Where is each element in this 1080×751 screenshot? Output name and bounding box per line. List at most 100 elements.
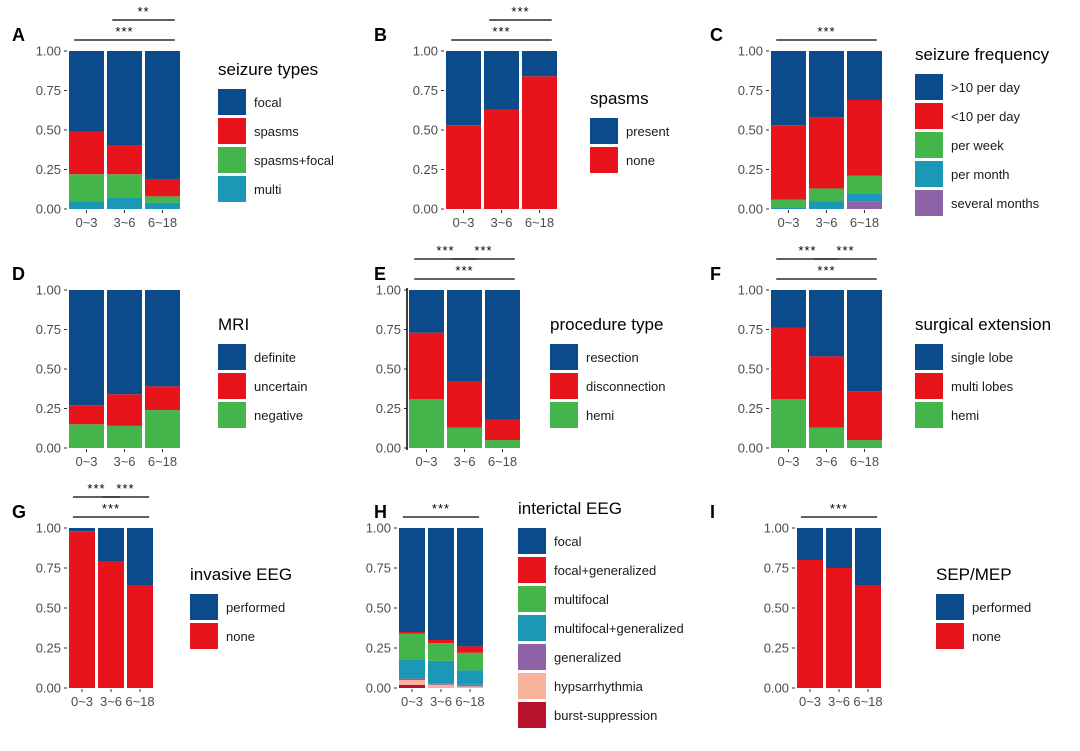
legend-item: multifocal: [554, 592, 609, 607]
x-tick-label: 6~18: [850, 454, 879, 469]
y-tick-label: 0.00: [413, 202, 438, 217]
legend-item: >10 per day: [951, 80, 1021, 95]
bar-segment-multi: [107, 197, 142, 209]
x-tick-label: 3~6: [815, 215, 837, 230]
bar-segment-none: [826, 568, 852, 688]
significance-label: ***: [817, 263, 835, 278]
legend-item: per week: [951, 138, 1004, 153]
panel-i: I 0.00 0.25 0.50 0.75 1.00 0~3 3~6 6~18 *** SEP/ME…: [710, 501, 1031, 709]
y-tick-label: 0.50: [738, 362, 763, 377]
bar-segment-hemi: [447, 427, 482, 448]
panel-f: F0.000.250.500.751.000~3 3~6 6~18****** ***…: [710, 243, 1051, 469]
panel-g: G 0.00 0.25 0.50 0.75 1.00 0~3 3~6 6~18 *** *** ***…: [12, 481, 292, 709]
legend-key: [936, 623, 964, 649]
legend-key: [218, 89, 246, 115]
x-tick-label: 6~18: [148, 454, 177, 469]
panel-h: H 0.00 0.25 0.50 0.75 1.00 0~3 3~6 6~18 *** interi…: [366, 499, 684, 728]
bar-segment-spasms: [69, 131, 104, 175]
bar-segment-hypsarrhythmia: [457, 686, 483, 688]
bar-segment-spasms: [107, 145, 142, 175]
bar-segment-disconnection: [485, 419, 520, 441]
bar-segment-present: [484, 51, 519, 110]
legend-key: [190, 594, 218, 620]
significance-label: ***: [492, 24, 510, 39]
y-tick-label: 0.00: [738, 441, 763, 456]
bar-segment-negative: [145, 410, 180, 448]
bar-segment-several-months: [847, 201, 882, 209]
significance-label: ***: [817, 24, 835, 39]
panel-e: E0.000.250.500.751.000~3 3~6 6~18****** ***…: [374, 243, 666, 469]
bar-segment-focal: [399, 528, 425, 632]
x-tick-label: 6~18: [488, 454, 517, 469]
y-tick-label: 1.00: [366, 521, 391, 536]
legend-item: disconnection: [586, 379, 666, 394]
legend-item: performed: [226, 600, 285, 615]
legend-title: interictal EEG: [518, 499, 622, 518]
y-tick-label: 0.50: [36, 601, 61, 616]
legend-item: hemi: [586, 408, 614, 423]
legend-title: procedure type: [550, 315, 663, 334]
y-tick-label: 0.75: [366, 561, 391, 576]
legend-item: hemi: [951, 408, 979, 423]
bar-segment-multi: [145, 202, 180, 209]
y-tick-label: 0.50: [36, 362, 61, 377]
y-tick-label: 1.00: [36, 283, 61, 298]
bar-segment-hemi: [809, 427, 844, 448]
panel-label: H: [374, 502, 387, 522]
bar-segment--10-per-day: [847, 99, 882, 176]
bar-segment-multi-lobes: [771, 327, 806, 400]
legend-key: [915, 132, 943, 158]
x-tick-label: 3~6: [100, 694, 122, 709]
bar-segment-none: [855, 585, 881, 688]
y-tick-label: 0.50: [36, 123, 61, 138]
legend-item: none: [972, 629, 1001, 644]
bar-segment-single-lobe: [847, 290, 882, 392]
bar-segment-spasms: [145, 178, 180, 197]
bar-segment-multifocal: [457, 652, 483, 671]
panel-label: G: [12, 502, 26, 522]
y-tick-label: 0.25: [376, 401, 401, 416]
bar-segment-none: [98, 561, 124, 688]
bar-segment-performed: [855, 528, 881, 586]
legend-key: [218, 147, 246, 173]
legend-key: [518, 615, 546, 641]
x-tick-label: 3~6: [490, 215, 512, 230]
bar-segment-hemi: [847, 440, 882, 448]
y-tick-label: 1.00: [36, 44, 61, 59]
legend-item: per month: [951, 167, 1010, 182]
x-tick-label: 3~6: [430, 694, 452, 709]
y-tick-label: 0.25: [413, 162, 438, 177]
x-tick-label: 3~6: [828, 694, 850, 709]
bar-segment-performed: [127, 528, 153, 586]
y-tick-label: 0.00: [36, 681, 61, 696]
legend-key: [218, 402, 246, 428]
legend-title: invasive EEG: [190, 565, 292, 584]
y-tick-label: 0.75: [376, 322, 401, 337]
bar-segment-per-month: [771, 207, 806, 209]
bar-segment-focal-generalized: [457, 646, 483, 653]
y-tick-label: 0.25: [738, 401, 763, 416]
legend-item: definite: [254, 350, 296, 365]
significance-label: ***: [116, 481, 134, 496]
legend-key: [218, 118, 246, 144]
bar-segment-spasms-focal: [145, 196, 180, 203]
bar-segment-multifocal: [399, 633, 425, 660]
x-tick-label: 6~18: [455, 694, 484, 709]
bar-segment-per-month: [809, 201, 844, 209]
bar-segment-definite: [145, 290, 180, 387]
bar-segment-multifocal-generalized: [457, 670, 483, 685]
legend-title: MRI: [218, 315, 249, 334]
y-tick-label: 1.00: [738, 44, 763, 59]
legend-title: spasms: [590, 89, 649, 108]
x-tick-label: 0~3: [777, 215, 799, 230]
x-tick-label: 3~6: [815, 454, 837, 469]
significance-label: ***: [115, 24, 133, 39]
significance-label: ***: [511, 4, 529, 19]
x-tick-label: 6~18: [148, 215, 177, 230]
bar-segment-focal: [145, 51, 180, 179]
bar-segment-resection: [485, 290, 520, 420]
significance-label: ***: [830, 501, 848, 516]
bar-segment-generalized: [457, 684, 483, 687]
y-tick-label: 0.50: [376, 362, 401, 377]
bar-segment-negative: [107, 425, 142, 448]
